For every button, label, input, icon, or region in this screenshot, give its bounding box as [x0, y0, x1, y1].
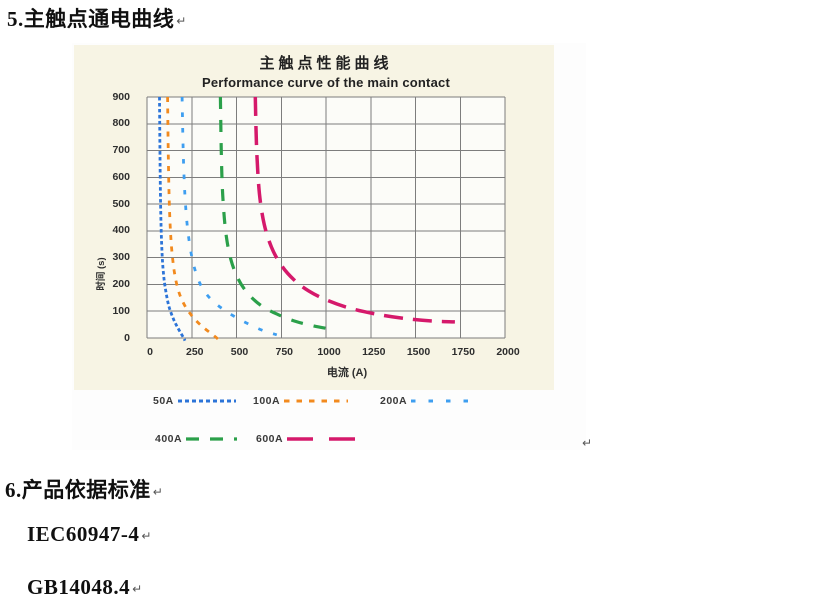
- paragraph-mark-icon: ↵: [582, 436, 593, 450]
- curve-50a: [158, 96, 187, 342]
- y-axis-label: 时间 (s): [96, 257, 107, 291]
- x-tick-1250: 1250: [362, 346, 386, 358]
- heading-5: 5.主触点通电曲线 ↵: [7, 3, 186, 33]
- chart-panel: 主触点性能曲线 Performance curve of the main co…: [74, 45, 554, 390]
- y-tick-0: 0: [124, 331, 130, 344]
- legend-line-100a-icon: [284, 399, 349, 403]
- legend-line-200a-icon: [411, 399, 480, 403]
- y-tick-100: 100: [112, 304, 130, 317]
- paragraph-mark-icon: ↵: [176, 14, 187, 28]
- chart-title: 主触点性能曲线: [259, 55, 393, 72]
- curve-100a: [166, 96, 220, 342]
- y-tick-800: 800: [112, 117, 130, 130]
- standard-iec-text: IEC60947-4: [27, 522, 140, 546]
- heading-5-text: 5.主触点通电曲线: [7, 7, 175, 31]
- x-axis-label: 电流 (A): [326, 367, 368, 379]
- heading-6: 6.产品依据标准 ↵: [5, 474, 163, 504]
- chart-subtitle: Performance curve of the main contact: [202, 75, 450, 90]
- chart-header: 主触点性能曲线 Performance curve of the main co…: [147, 52, 505, 90]
- legend-label-100a: 100A: [253, 395, 281, 407]
- paragraph-mark-icon: ↵: [152, 485, 163, 499]
- standard-gb-text: GB14048.4: [27, 575, 131, 599]
- legend-label-200a: 200A: [380, 395, 408, 407]
- x-tick-1000: 1000: [317, 346, 341, 358]
- legend-line-400a-icon: [186, 437, 247, 441]
- legend-label-400a: 400A: [155, 433, 183, 445]
- curve-200a: [180, 96, 278, 337]
- paragraph-mark-icon: ↵: [141, 529, 152, 543]
- y-tick-400: 400: [112, 224, 130, 237]
- y-tick-500: 500: [112, 197, 130, 210]
- curve-600a: [253, 96, 455, 324]
- heading-6-text: 6.产品依据标准: [5, 478, 151, 502]
- y-tick-900: 900: [112, 90, 130, 103]
- standard-iec: IEC60947-4 ↵: [27, 522, 151, 547]
- x-tick-250: 250: [185, 346, 204, 358]
- chart-image: 主触点性能曲线 Performance curve of the main co…: [72, 43, 586, 450]
- legend-item-200a: 200A: [380, 395, 480, 407]
- legend-line-600a-icon: [287, 437, 362, 441]
- x-tick-1750: 1750: [451, 346, 475, 358]
- legend-item-600a: 600A: [256, 433, 362, 445]
- y-tick-600: 600: [112, 170, 130, 183]
- x-tick-500: 500: [230, 346, 249, 358]
- curve-400a: [218, 96, 334, 331]
- legend-item-400a: 400A: [155, 433, 247, 445]
- standard-gb: GB14048.4 ↵: [27, 575, 142, 600]
- legend-line-50a-icon: [177, 399, 236, 403]
- plot-svg: [146, 96, 506, 342]
- legend-item-100a: 100A: [253, 395, 349, 407]
- paragraph-mark-icon: ↵: [132, 582, 143, 596]
- legend-label-50a: 50A: [153, 395, 174, 407]
- y-tick-700: 700: [112, 144, 130, 157]
- legend-item-50a: 50A: [153, 395, 236, 407]
- y-tick-300: 300: [112, 251, 130, 264]
- x-tick-750: 750: [275, 346, 294, 358]
- legend-label-600a: 600A: [256, 433, 284, 445]
- x-tick-1500: 1500: [406, 346, 431, 358]
- y-tick-200: 200: [112, 277, 130, 290]
- x-tick-0: 0: [147, 346, 153, 358]
- x-tick-2000: 2000: [496, 346, 520, 358]
- plot-area: [146, 96, 506, 342]
